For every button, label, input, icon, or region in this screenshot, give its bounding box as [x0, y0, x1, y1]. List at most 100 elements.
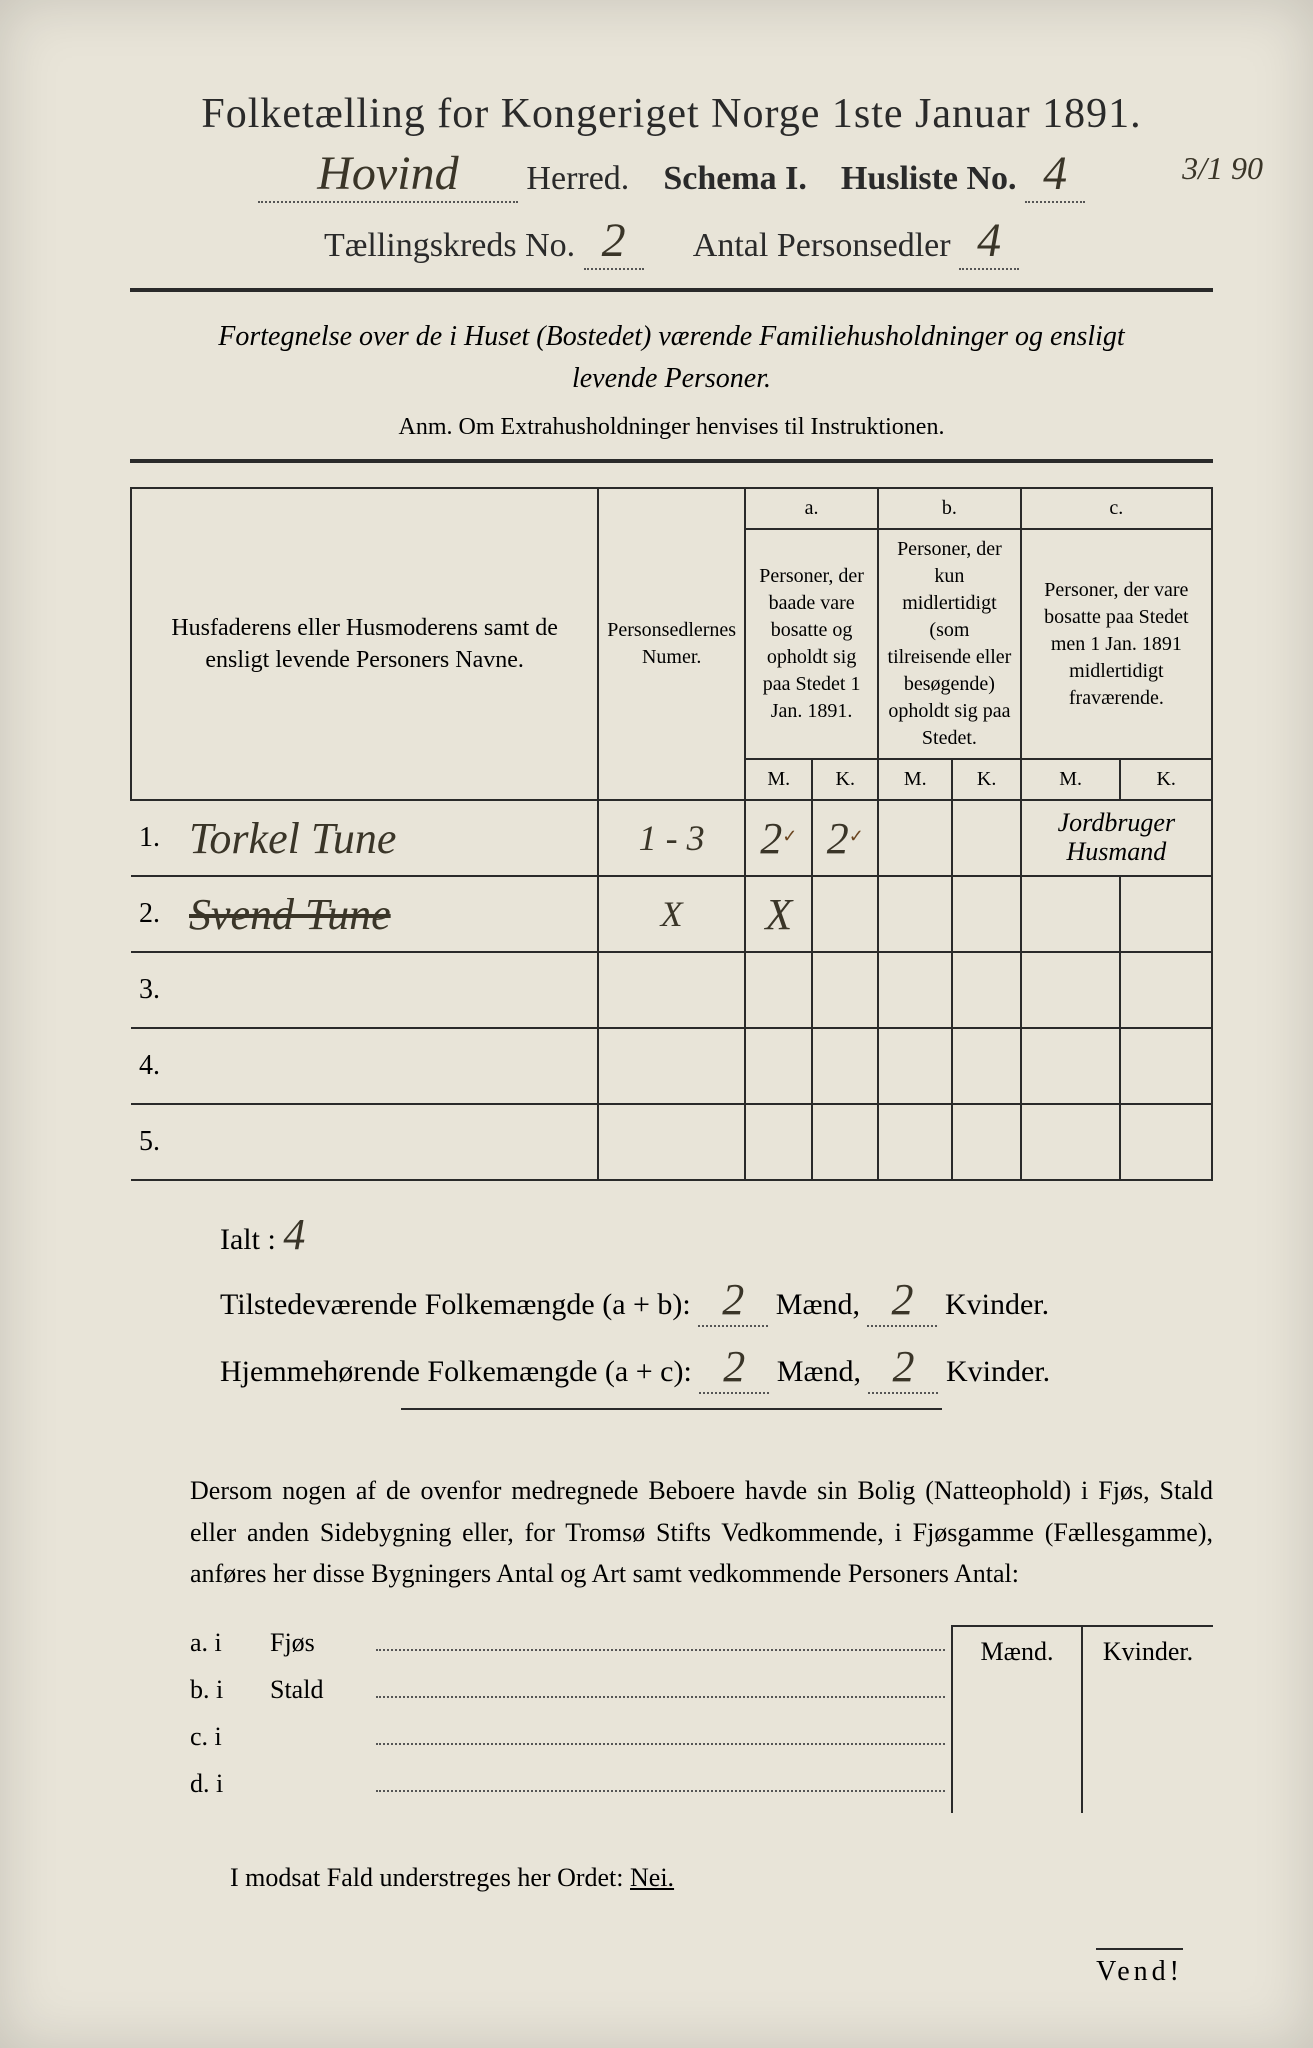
sidebuild-prefix: a. i — [190, 1628, 270, 1658]
col-names-header: Husfaderens eller Husmoderens samt de en… — [131, 488, 598, 800]
data-cell — [745, 952, 812, 1028]
husliste-no: 4 — [1025, 146, 1085, 203]
data-cell: X — [745, 876, 812, 952]
name-cell — [181, 1028, 598, 1104]
herred-label: Herred. — [526, 160, 629, 197]
kvinder-label-1: Kvinder. — [945, 1288, 1049, 1321]
kvinder-label-2: Kvinder. — [946, 1355, 1050, 1388]
anm-note: Anm. Om Extrahusholdninger henvises til … — [130, 414, 1213, 441]
ialt-value: 4 — [283, 1209, 305, 1260]
totals-block: Ialt : 4 Tilstedeværende Folkemængde (a … — [220, 1209, 1213, 1394]
subtitle-line-2: levende Personer. — [572, 363, 771, 394]
personsedler-cell — [598, 952, 745, 1028]
table-row: 1.Torkel Tune1 - 32✓2✓Jordbruger Husmand — [131, 800, 1212, 876]
col-b-header: Personer, der kun midlertidigt (som tilr… — [878, 529, 1021, 759]
dotted-line — [376, 1625, 945, 1651]
data-cell — [952, 1104, 1020, 1180]
hjemme-label: Hjemmehørende Folkemængde (a + c): — [220, 1355, 692, 1388]
col-c-m: M. — [1021, 759, 1121, 800]
col-a-header: Personer, der baade vare bosatte og opho… — [745, 529, 878, 759]
col-personsedler-header: Personsedlernes Numer. — [598, 488, 745, 800]
data-cell — [878, 876, 952, 952]
data-cell — [952, 1028, 1020, 1104]
personsedler-cell: X — [598, 876, 745, 952]
col-c-k: K. — [1120, 759, 1212, 800]
tilstede-label: Tilstedeværende Folkemængde (a + b): — [220, 1288, 691, 1321]
dotted-line — [376, 1672, 945, 1698]
antal-no: 4 — [959, 213, 1019, 270]
sidebuild-prefix: c. i — [190, 1722, 270, 1752]
sidebuild-row: d. i — [190, 1766, 951, 1799]
maend-label-2: Mænd, — [777, 1355, 861, 1388]
sidebuild-prefix: b. i — [190, 1675, 270, 1705]
data-cell: 2✓ — [812, 800, 878, 876]
sidebuild-row: b. iStald — [190, 1672, 951, 1705]
name-cell: Svend Tune — [181, 876, 598, 952]
tilstede-m: 2 — [698, 1274, 768, 1327]
data-cell — [812, 876, 878, 952]
sidebuild-row: c. i — [190, 1719, 951, 1752]
col-a-label: a. — [745, 488, 878, 529]
census-table: Husfaderens eller Husmoderens samt de en… — [130, 487, 1213, 1181]
sidebuild-headers: Mænd. Kvinder. — [951, 1625, 1213, 1813]
col-b-label: b. — [878, 488, 1021, 529]
vend-label: Vend! — [1096, 1948, 1183, 1988]
name-cell — [181, 952, 598, 1028]
census-form-page: 3/1 90 Folketælling for Kongeriget Norge… — [0, 0, 1313, 2048]
data-cell — [1120, 1104, 1212, 1180]
col-a-k: K. — [812, 759, 878, 800]
sidebuild-table: a. iFjøsb. iStaldc. id. i Mænd. Kvinder. — [190, 1625, 1213, 1813]
row-number: 5. — [131, 1104, 181, 1180]
row-number: 3. — [131, 952, 181, 1028]
data-cell — [952, 876, 1020, 952]
row-number: 1. — [131, 800, 181, 876]
tilstede-k: 2 — [867, 1274, 937, 1327]
herred-name: Hovind — [258, 146, 518, 203]
sidebuild-label: Stald — [270, 1675, 370, 1705]
main-title: Folketælling for Kongeriget Norge 1ste J… — [130, 90, 1213, 138]
data-cell — [745, 1028, 812, 1104]
header-line-2: Hovind Herred. Schema I. Husliste No. 4 — [130, 146, 1213, 203]
ialt-label: Ialt : — [220, 1223, 276, 1256]
hjemme-k: 2 — [868, 1341, 938, 1394]
data-cell — [878, 1028, 952, 1104]
maend-label-1: Mænd, — [776, 1288, 860, 1321]
schema-label: Schema I. — [663, 160, 807, 197]
data-cell — [1120, 876, 1212, 952]
name-cell: Torkel Tune — [181, 800, 598, 876]
sidebuild-row: a. iFjøs — [190, 1625, 951, 1658]
data-cell — [878, 952, 952, 1028]
personsedler-cell: 1 - 3 — [598, 800, 745, 876]
data-cell — [878, 800, 952, 876]
data-cell — [1120, 1028, 1212, 1104]
col-a-m: M. — [745, 759, 812, 800]
table-row: 5. — [131, 1104, 1212, 1180]
divider-2 — [130, 459, 1213, 463]
sidebuild-maend-header: Mænd. — [953, 1627, 1083, 1813]
dotted-line — [376, 1766, 945, 1792]
divider-3 — [401, 1408, 943, 1410]
nei-word: Nei. — [630, 1863, 674, 1892]
header-line-3: Tællingskreds No. 2 Antal Personsedler 4 — [130, 213, 1213, 270]
kreds-label: Tællingskreds No. — [324, 227, 575, 264]
data-cell — [952, 952, 1020, 1028]
sidebuild-paragraph: Dersom nogen af de ovenfor medregnede Be… — [190, 1470, 1213, 1595]
data-cell — [1021, 952, 1121, 1028]
data-cell — [952, 800, 1020, 876]
row-number: 2. — [131, 876, 181, 952]
subtitle-line-1: Fortegnelse over de i Huset (Bostedet) v… — [218, 321, 1124, 352]
data-cell — [812, 1028, 878, 1104]
col-c-label: c. — [1021, 488, 1212, 529]
data-cell — [1021, 1104, 1121, 1180]
data-cell — [1021, 1028, 1121, 1104]
row-number: 4. — [131, 1028, 181, 1104]
antal-label: Antal Personsedler — [693, 227, 951, 264]
nei-line: I modsat Fald understreges her Ordet: Ne… — [230, 1863, 1213, 1893]
sidebuild-label: Fjøs — [270, 1628, 370, 1658]
table-row: 2.Svend TuneXX — [131, 876, 1212, 952]
data-cell: Jordbruger Husmand — [1021, 800, 1212, 876]
col-b-k: K. — [952, 759, 1020, 800]
personsedler-cell — [598, 1104, 745, 1180]
hjemme-m: 2 — [699, 1341, 769, 1394]
data-cell — [812, 1104, 878, 1180]
